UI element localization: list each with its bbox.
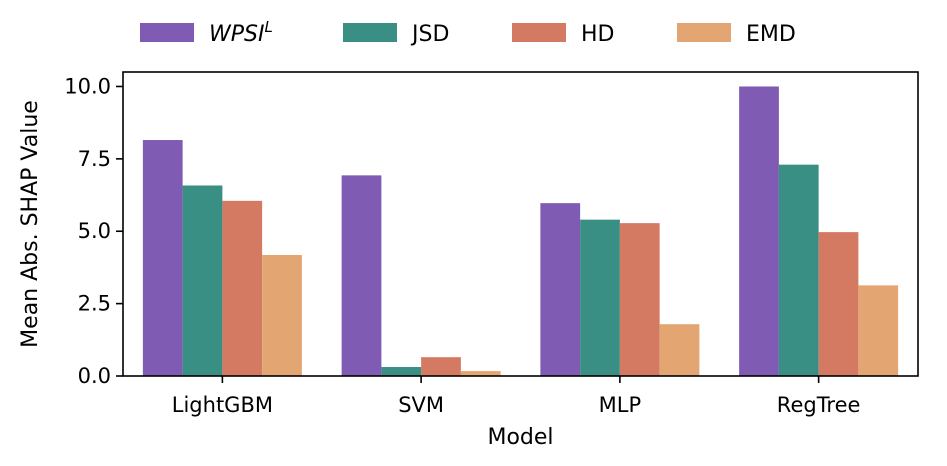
bar-jsd-lightgbm: [182, 185, 223, 376]
y-tick-label: 10.0: [64, 74, 111, 98]
legend-label-jsd: JSD: [410, 22, 449, 47]
legend-swatch-hd: [512, 23, 566, 42]
legend-swatch-wpsi: [140, 23, 194, 42]
plot-frame: [122, 71, 919, 377]
bar-hd-lightgbm: [222, 200, 263, 376]
y-tick-label: 2.5: [78, 292, 111, 316]
bar-jsd-regtree: [778, 164, 819, 376]
bar-wpsi-mlp: [540, 203, 581, 376]
y-axis: 0.0 2.5 5.0 7.5 10.0: [64, 74, 123, 388]
bar-emd-lightgbm: [262, 254, 302, 376]
x-axis-label: Model: [487, 425, 553, 450]
legend-label-hd: HD: [581, 22, 614, 47]
bar-jsd-svm: [381, 367, 422, 376]
bar-emd-mlp: [659, 324, 700, 376]
legend-swatch-emd: [677, 23, 731, 42]
bar-hd-mlp: [619, 223, 660, 376]
bar-wpsi-regtree: [739, 86, 779, 376]
y-tick-label: 5.0: [78, 219, 111, 243]
legend-label-wpsi: WPSIL: [209, 18, 273, 47]
x-axis: LightGBM SVM MLP RegTree: [172, 376, 861, 417]
bar-wpsi-svm: [341, 175, 382, 376]
x-tick-label: MLP: [599, 393, 641, 417]
bar-jsd-mlp: [580, 219, 620, 376]
bar-hd-regtree: [818, 232, 859, 376]
bars-group: [142, 86, 899, 376]
legend-swatch-jsd: [343, 23, 397, 42]
legend: WPSIL JSD HD EMD: [140, 18, 796, 47]
x-tick-label: LightGBM: [172, 393, 273, 417]
y-axis-label: Mean Abs. SHAP Value: [18, 100, 43, 348]
y-tick-label: 0.0: [78, 364, 111, 388]
x-tick-label: RegTree: [777, 393, 861, 417]
bar-emd-regtree: [858, 285, 899, 376]
bar-wpsi-lightgbm: [142, 140, 183, 376]
y-tick-label: 7.5: [78, 147, 111, 171]
bar-hd-svm: [421, 357, 461, 376]
bar-emd-svm: [460, 371, 501, 376]
x-tick-label: SVM: [398, 393, 444, 417]
legend-label-emd: EMD: [746, 22, 796, 47]
